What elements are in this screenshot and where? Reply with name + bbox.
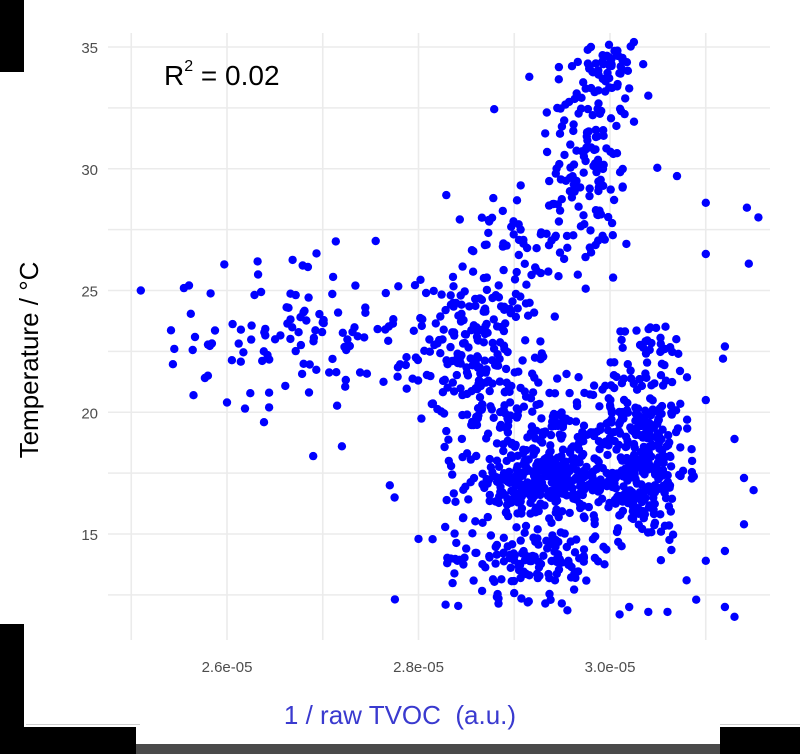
x-tick-label: 2.6e-05	[202, 659, 253, 676]
divider-line	[26, 724, 140, 725]
frame-edge	[720, 727, 800, 754]
x-tick-label: 2.8e-05	[393, 659, 444, 676]
scrollbar-track	[136, 744, 720, 754]
y-axis-ticks: 15 20 25 30 35	[81, 40, 98, 544]
x-axis-ticks: 2.6e-05 2.8e-05 3.0e-05	[202, 659, 636, 676]
x-axis-label: 1 / raw TVOC (a.u.)	[283, 700, 517, 730]
y-tick-label: 20	[81, 405, 98, 422]
y-tick-label: 15	[81, 527, 98, 544]
gridlines	[108, 33, 770, 640]
frame-edge	[0, 727, 136, 754]
y-tick-label: 25	[81, 284, 98, 301]
frame-edge	[0, 0, 24, 72]
y-tick-label: 30	[81, 162, 98, 179]
data-points	[136, 37, 763, 621]
y-axis-label: Temperature / °C	[14, 261, 44, 459]
x-tick-label: 3.0e-05	[585, 659, 636, 676]
r-squared-annotation: R2 = 0.02	[164, 58, 280, 91]
y-tick-label: 35	[81, 40, 98, 57]
divider-line	[720, 724, 800, 725]
